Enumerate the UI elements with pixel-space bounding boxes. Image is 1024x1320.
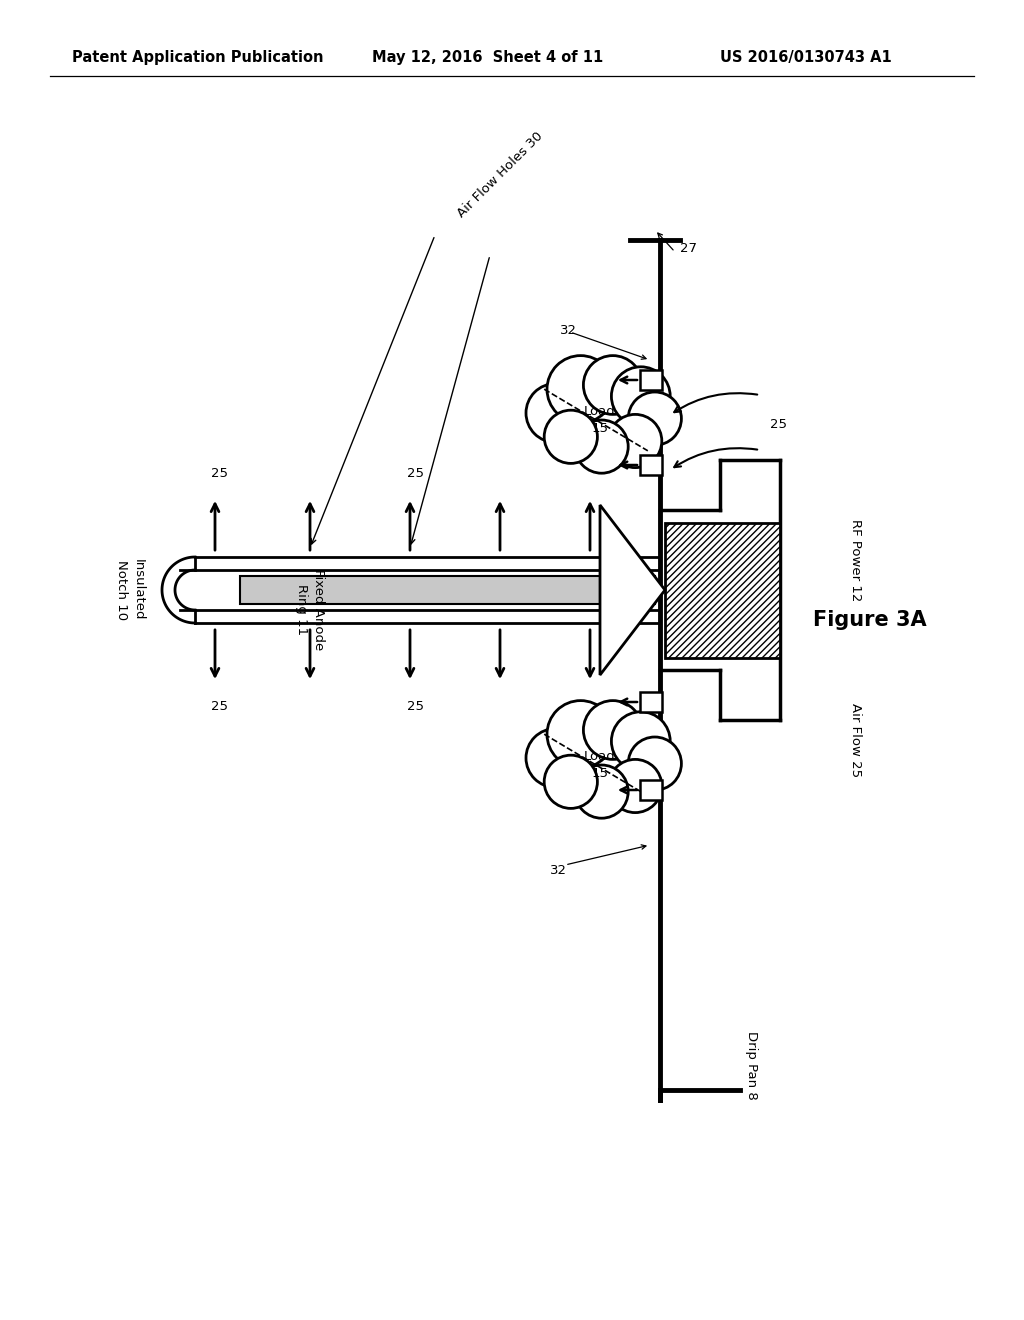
Circle shape bbox=[575, 766, 628, 818]
Text: RF Power 12: RF Power 12 bbox=[849, 519, 861, 601]
Text: US 2016/0130743 A1: US 2016/0130743 A1 bbox=[720, 50, 892, 65]
Text: May 12, 2016  Sheet 4 of 11: May 12, 2016 Sheet 4 of 11 bbox=[372, 50, 603, 65]
Text: 25: 25 bbox=[212, 700, 228, 713]
Text: 25: 25 bbox=[407, 467, 424, 480]
Circle shape bbox=[611, 367, 670, 425]
Circle shape bbox=[628, 392, 681, 445]
Circle shape bbox=[628, 737, 681, 791]
Circle shape bbox=[544, 411, 597, 463]
Text: 25: 25 bbox=[212, 467, 228, 480]
Text: Patent Application Publication: Patent Application Publication bbox=[72, 50, 324, 65]
Text: 27: 27 bbox=[680, 242, 697, 255]
Circle shape bbox=[584, 355, 642, 414]
Text: Air Flow 25: Air Flow 25 bbox=[849, 704, 861, 777]
Bar bbox=[665, 523, 780, 657]
Text: Figure 3A: Figure 3A bbox=[813, 610, 927, 630]
Bar bbox=[240, 576, 655, 605]
Circle shape bbox=[544, 755, 597, 808]
Text: 25: 25 bbox=[407, 700, 424, 713]
Circle shape bbox=[608, 759, 662, 813]
Circle shape bbox=[575, 420, 628, 473]
Bar bbox=[640, 780, 662, 800]
Bar bbox=[640, 455, 662, 475]
Polygon shape bbox=[600, 506, 665, 675]
Circle shape bbox=[547, 355, 614, 422]
Text: Air Flow Holes 30: Air Flow Holes 30 bbox=[455, 129, 546, 220]
Text: 25: 25 bbox=[770, 418, 787, 432]
Text: Fixed Anode
Ring 11: Fixed Anode Ring 11 bbox=[295, 569, 325, 651]
Circle shape bbox=[608, 414, 662, 467]
Circle shape bbox=[526, 729, 585, 788]
Bar bbox=[640, 692, 662, 711]
Circle shape bbox=[547, 701, 614, 768]
Circle shape bbox=[526, 384, 585, 442]
Bar bbox=[640, 370, 662, 389]
Text: Load
15: Load 15 bbox=[584, 405, 615, 436]
Text: Drip Pan 8: Drip Pan 8 bbox=[745, 1031, 758, 1100]
Text: Load
15: Load 15 bbox=[584, 750, 615, 780]
Text: Insulated
Notch 10: Insulated Notch 10 bbox=[115, 560, 145, 620]
Circle shape bbox=[584, 701, 642, 759]
Text: 32: 32 bbox=[550, 863, 567, 876]
Circle shape bbox=[611, 711, 670, 771]
Text: 32: 32 bbox=[560, 323, 577, 337]
